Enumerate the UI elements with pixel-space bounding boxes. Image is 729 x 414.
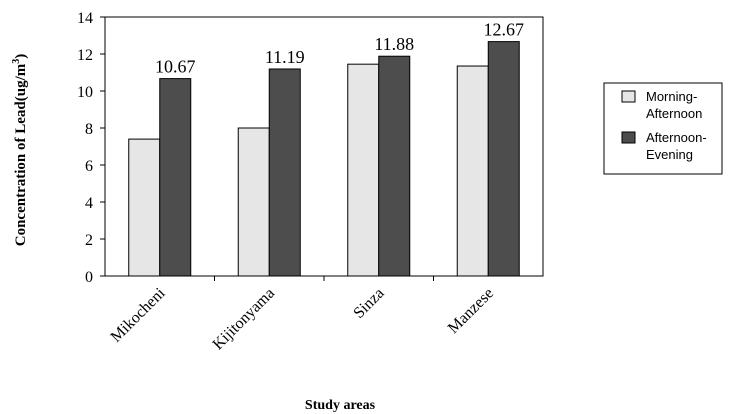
bar-morning-afternoon [237, 127, 270, 277]
y-tick-label: 10 [77, 84, 93, 101]
bar-value-label: 11.19 [265, 47, 305, 67]
bar-afternoon-evening [268, 68, 301, 277]
bar-value-label: 11.88 [374, 34, 414, 54]
bar-value-label: 12.67 [484, 20, 525, 40]
y-axis-title-text: Concentration of Lead(ug/m [13, 63, 29, 246]
x-tick-label: Manzese [445, 285, 497, 337]
bar-afternoon-evening [378, 55, 411, 277]
y-tick-label: 14 [77, 10, 93, 27]
y-tick-label: 12 [77, 47, 93, 64]
legend-label: Afternoon [646, 106, 702, 121]
legend-label: Morning- [646, 89, 697, 104]
legend-swatch-morning-afternoon [621, 90, 636, 103]
bars [128, 41, 520, 277]
y-tick-label: 8 [85, 121, 93, 138]
y-tick-label: 4 [85, 195, 93, 212]
bar-morning-afternoon [456, 65, 489, 277]
bar-afternoon-evening [487, 41, 520, 277]
y-tick-label: 6 [85, 158, 93, 175]
legend-label: Evening [646, 147, 693, 162]
bar-value-label: 10.67 [155, 57, 196, 77]
x-axis-title: Study areas [305, 398, 376, 413]
y-axis-title: Concentration of Lead(ug/m3) [11, 54, 29, 247]
bar-value-labels: 10.67 11.19 11.88 12.67 [155, 20, 524, 77]
bar-morning-afternoon [128, 138, 161, 277]
y-tick-label: 2 [85, 232, 93, 249]
legend-label: Afternoon- [646, 130, 707, 145]
bar-morning-afternoon [347, 63, 380, 277]
x-tick-label: Sinza [350, 285, 387, 322]
y-axis-title-superscript: 3 [11, 59, 22, 64]
legend: Morning- Afternoon Afternoon- Evening [603, 82, 723, 175]
y-tick-label: 0 [85, 269, 93, 286]
bar-afternoon-evening [159, 78, 192, 277]
y-axis-title-close: ) [13, 54, 29, 59]
y-axis-ticks: 0 2 4 6 8 10 12 14 [77, 10, 105, 286]
legend-swatch-afternoon-evening [621, 131, 636, 144]
x-tick-label: Mikocheni [108, 284, 169, 345]
x-axis-tick-labels: Mikocheni Kijitonyama Sinza Manzese [108, 276, 497, 354]
x-tick-label: Kijitonyama [210, 285, 279, 354]
